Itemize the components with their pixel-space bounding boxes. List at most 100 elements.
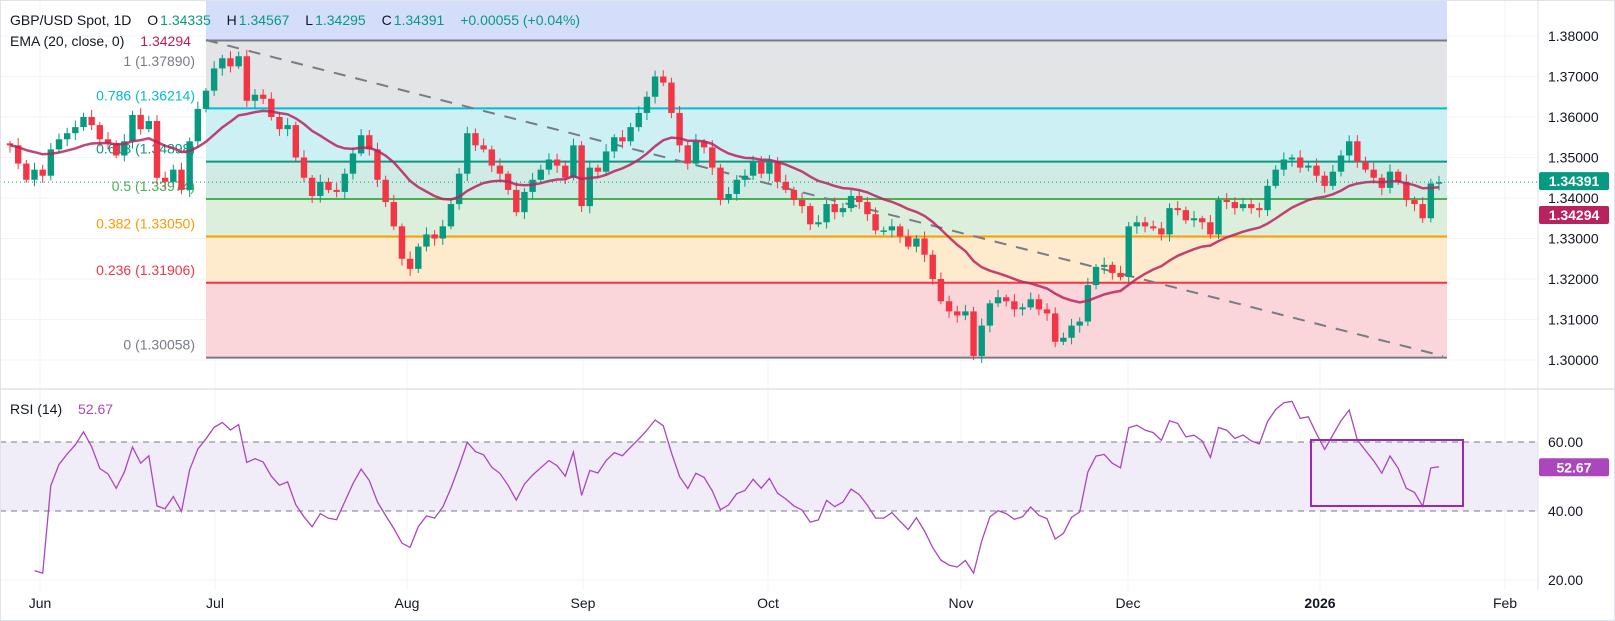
candle — [660, 70, 667, 87]
candle-body — [202, 90, 210, 109]
candle-body — [1035, 299, 1043, 310]
candle-body — [513, 189, 520, 213]
candle-body — [766, 161, 773, 174]
rsi-legend[interactable]: RSI (14) 52.67 — [10, 401, 115, 417]
ema-label: EMA (20, close, 0) — [10, 33, 125, 49]
candle — [1092, 263, 1100, 290]
candle-body — [856, 195, 863, 203]
candle — [635, 106, 642, 132]
price-tick-label: 1.36000 — [1548, 109, 1599, 125]
candle-body — [994, 297, 1002, 304]
candle-body — [1011, 301, 1018, 310]
price-tick-label: 1.35000 — [1548, 150, 1599, 166]
candle-body — [643, 96, 651, 113]
candle — [1280, 152, 1288, 176]
candle — [1231, 197, 1239, 215]
candle — [1043, 303, 1051, 321]
candle — [317, 174, 324, 203]
candle — [6, 140, 14, 153]
candle-body — [284, 125, 291, 130]
candle — [847, 189, 855, 212]
candle — [684, 141, 691, 170]
candle-body — [921, 238, 928, 255]
candle — [72, 120, 79, 141]
candle-body — [709, 147, 716, 168]
candle-body — [1150, 226, 1157, 229]
candle — [1133, 215, 1141, 234]
candle — [1035, 294, 1043, 316]
candle-body — [896, 226, 904, 237]
time-tick-label: Jul — [206, 595, 224, 611]
candle — [619, 130, 626, 149]
symbol-legend: GBP/USD Spot, 1D O 1.34335 H 1.34567 L 1.34… — [10, 12, 582, 28]
candle — [994, 289, 1002, 308]
candle-body — [831, 204, 838, 213]
candle-body — [954, 311, 961, 316]
candle — [1223, 193, 1230, 210]
candle-body — [676, 112, 683, 146]
candle — [937, 272, 945, 305]
candle-body — [1166, 208, 1173, 235]
last-price-badge-text: 1.34391 — [1549, 173, 1600, 189]
ema-legend[interactable]: EMA (20, close, 0) 1.34294 — [10, 33, 193, 49]
price-tick-label: 1.32000 — [1548, 271, 1599, 287]
candle — [284, 118, 291, 137]
candle — [602, 144, 610, 175]
candle-body — [366, 135, 373, 150]
candle — [137, 108, 144, 135]
candle — [798, 192, 806, 214]
candle — [1166, 203, 1173, 242]
candle-body — [1264, 185, 1271, 211]
candle — [586, 160, 593, 214]
candle — [1419, 197, 1426, 223]
candle — [1198, 215, 1206, 230]
candle — [194, 101, 202, 148]
candle-body — [251, 94, 259, 101]
last-price-badge-bg — [1539, 172, 1609, 191]
candle-body — [782, 181, 789, 190]
close-label: C — [381, 12, 392, 28]
candle — [962, 304, 969, 321]
candle-body — [390, 202, 397, 227]
candle — [611, 134, 618, 158]
candle — [594, 164, 602, 178]
price-tick-label: 1.37000 — [1548, 69, 1599, 85]
candle-body — [1027, 299, 1034, 308]
candle-body — [219, 58, 226, 69]
candle — [55, 133, 63, 154]
candle — [325, 177, 332, 194]
candle — [472, 128, 479, 151]
rsi-badge-bg — [1539, 458, 1609, 477]
candle — [1141, 216, 1149, 233]
candle — [733, 174, 740, 201]
candle-body — [341, 173, 348, 192]
candle — [888, 219, 896, 238]
candle — [1207, 215, 1214, 239]
candle — [480, 138, 487, 153]
low-label: L — [305, 12, 314, 28]
candle — [1117, 265, 1124, 281]
symbol-title[interactable]: GBP/USD Spot, 1D — [10, 12, 132, 28]
price-tick-label: 1.30000 — [1548, 352, 1599, 368]
price-axis: 1.38000 1.37000 1.36000 1.35000 1.34000 1.330… — [1537, 0, 1609, 590]
candle-body — [847, 195, 855, 209]
fib-zone — [206, 108, 1447, 162]
candle-body — [137, 114, 144, 130]
candle-body — [357, 135, 365, 154]
change-value: +0.00055 (+0.04%) — [460, 12, 581, 28]
candle-body — [1223, 200, 1230, 203]
candle — [300, 150, 308, 183]
candle — [202, 88, 210, 113]
ema-value: 1.34294 — [140, 33, 191, 49]
candle-body — [619, 137, 626, 142]
candle-body — [578, 145, 585, 207]
candle-body — [1198, 218, 1206, 223]
candle-body — [6, 143, 14, 146]
time-tick-label: Sep — [571, 595, 596, 611]
candle-body — [243, 56, 251, 101]
candle — [929, 250, 936, 285]
candle-body — [1370, 169, 1377, 178]
candle-body — [170, 169, 177, 182]
candle-body — [945, 301, 953, 312]
